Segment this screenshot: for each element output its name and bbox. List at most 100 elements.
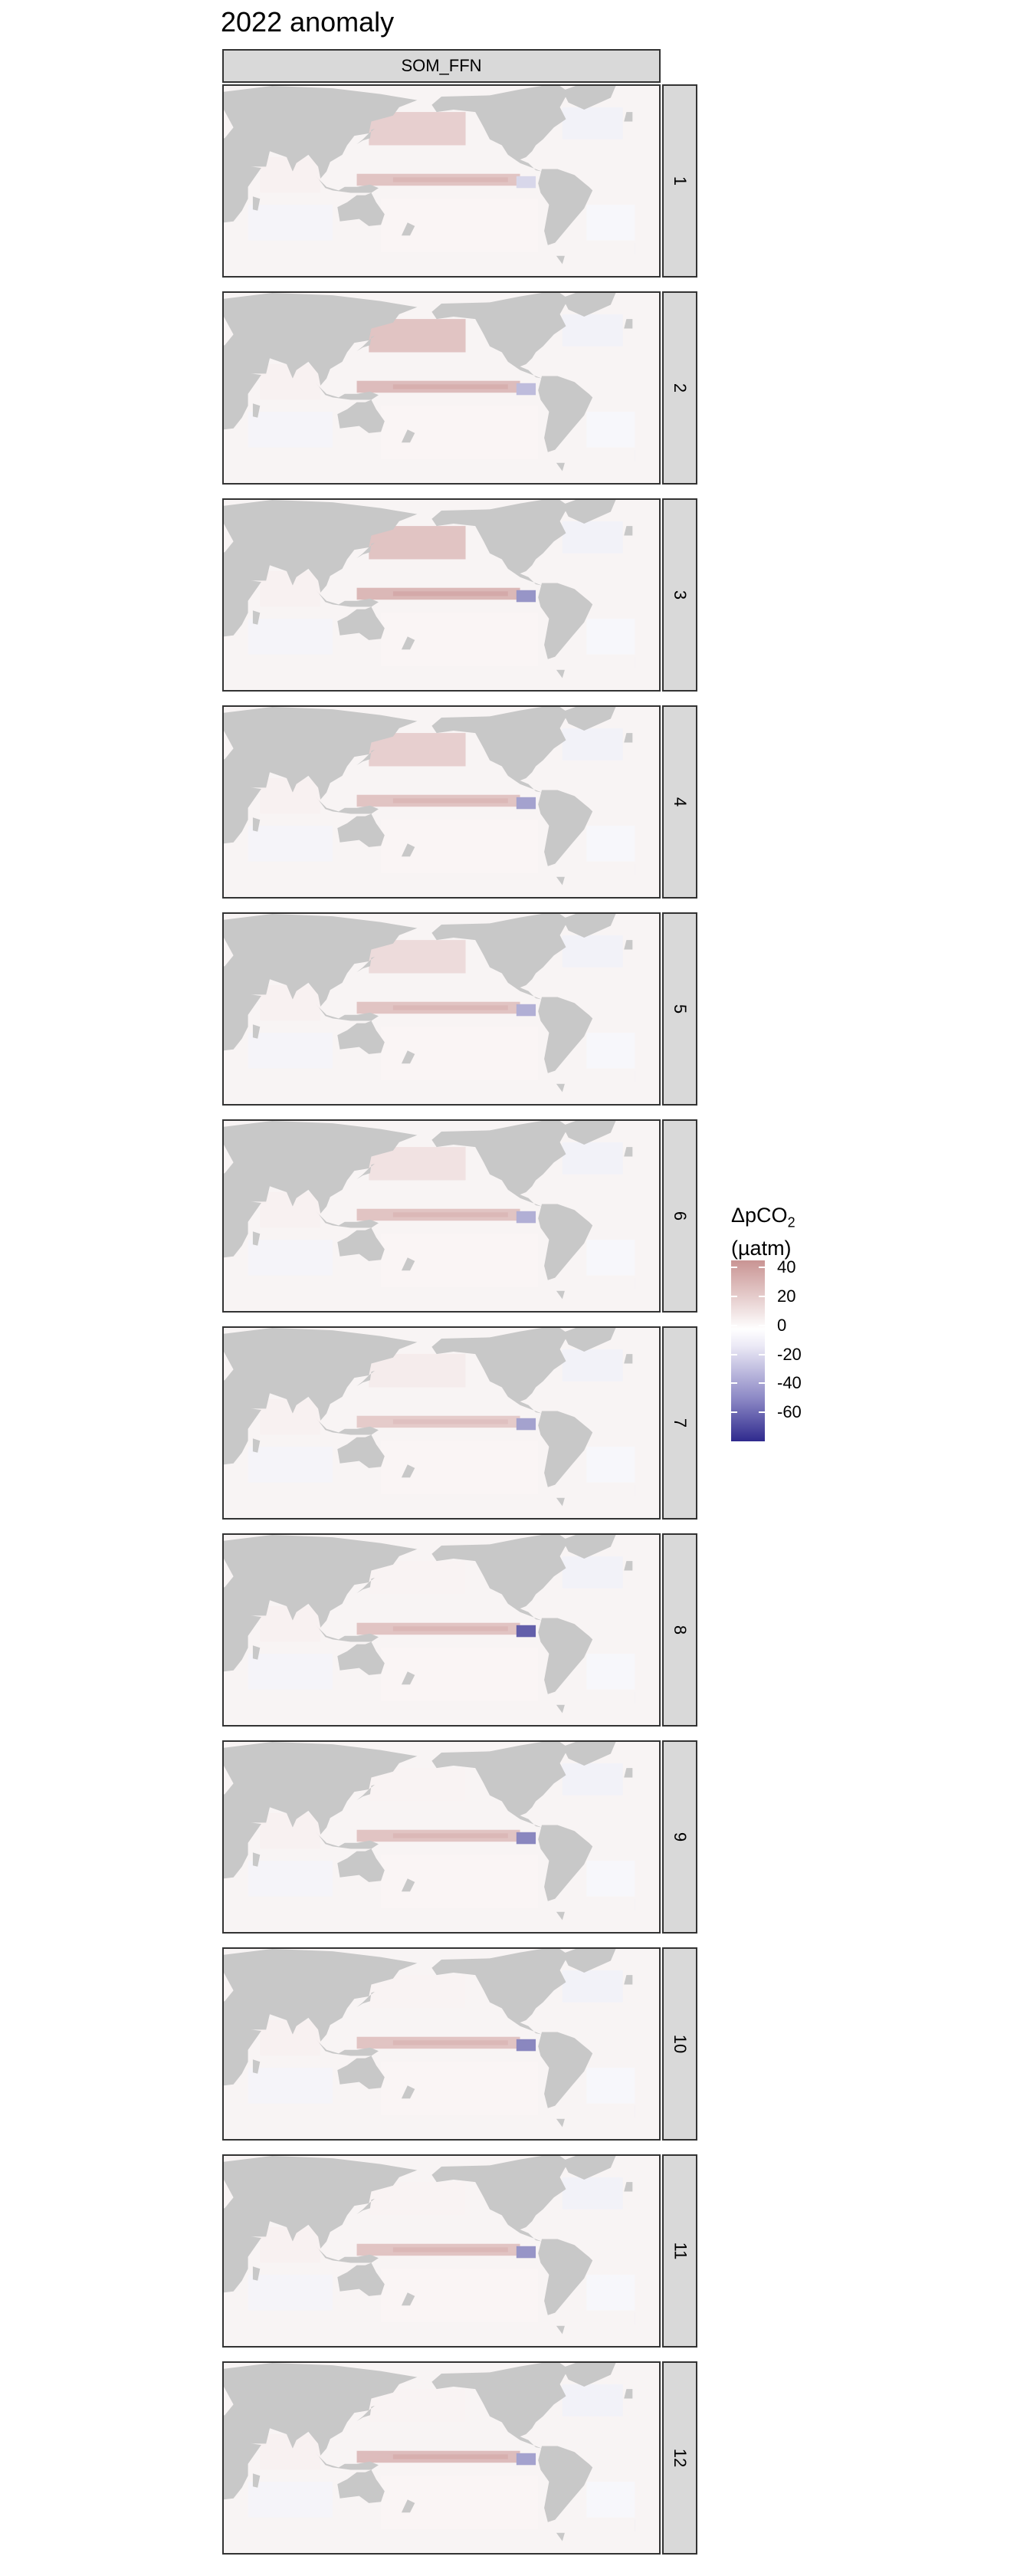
anomaly-map	[224, 1535, 659, 1725]
legend-tick-mark	[759, 1411, 765, 1414]
greenland-land	[562, 293, 616, 317]
legend-tick-mark	[731, 1353, 737, 1355]
map-panel-month-9	[222, 1740, 661, 1934]
antarctic-peninsula-land	[556, 1083, 565, 1092]
map-panel-month-2	[222, 291, 661, 485]
nz-land	[401, 2499, 415, 2513]
facet-strip-month-label: 9	[671, 1832, 690, 1842]
facet-strip-month-1: 1	[662, 84, 697, 278]
map-panel-month-8	[222, 1533, 661, 1727]
uk-land	[624, 112, 633, 122]
anomaly-eastern-pacific	[516, 2246, 536, 2259]
anomaly-eastern-pacific	[516, 1004, 536, 1017]
eurasia-land	[224, 500, 418, 593]
uk-land	[624, 319, 633, 329]
antarctic-peninsula-land	[556, 1290, 565, 1300]
australia-land	[337, 399, 385, 433]
eurasia-land	[224, 707, 418, 800]
legend-tick-mark	[731, 1411, 737, 1414]
nz-land	[401, 1671, 415, 1685]
africa-land	[224, 2001, 261, 2086]
madagascar-land	[252, 196, 261, 211]
anomaly-map	[224, 86, 659, 276]
facet-strip-month-2: 2	[662, 291, 697, 485]
anomaly-equatorial-pacific-core	[392, 2247, 508, 2252]
legend-tick-label: 0	[777, 1315, 787, 1335]
n-america-land	[431, 86, 569, 172]
s-america-land	[538, 790, 593, 866]
greenland-land	[562, 914, 616, 938]
anomaly-south-pacific	[381, 2062, 539, 2115]
legend-tick-mark	[759, 1267, 765, 1269]
africa-land	[224, 1587, 261, 1672]
africa-land	[224, 138, 261, 223]
africa-land	[224, 2208, 261, 2293]
nz-land	[401, 429, 415, 443]
anomaly-eastern-pacific	[516, 590, 536, 603]
s-america-land	[538, 2239, 593, 2315]
australia-land	[337, 1020, 385, 1054]
facet-strip-month-12: 12	[662, 2361, 697, 2555]
eurasia-land	[224, 1121, 418, 1214]
indonesia-land	[314, 2038, 379, 2056]
anomaly-north-atlantic	[562, 1970, 623, 2003]
eurasia-land	[224, 914, 418, 1007]
n-america-land	[431, 500, 569, 586]
anomaly-south-indian	[248, 205, 333, 241]
anomaly-equatorial-pacific-core	[392, 798, 508, 803]
africa-land	[224, 759, 261, 844]
africa-land	[224, 345, 261, 430]
s-america-land	[538, 2032, 593, 2108]
indonesia-land	[314, 796, 379, 814]
anomaly-south-atlantic	[586, 205, 635, 241]
anomaly-map	[224, 1121, 659, 1311]
australia-land	[337, 813, 385, 847]
anomaly-south-pacific	[381, 1234, 539, 1287]
africa-land	[224, 966, 261, 1051]
nz-land	[401, 2085, 415, 2099]
legend-title-unit: (µatm)	[731, 1237, 792, 1260]
nz-land	[401, 222, 415, 236]
eurasia-land	[224, 1742, 418, 1835]
anomaly-eastern-pacific	[516, 1832, 536, 1845]
legend-title-main: ΔpCO	[731, 1204, 788, 1227]
japan-land	[356, 128, 376, 144]
facet-strip-month-4: 4	[662, 705, 697, 899]
n-america-land	[431, 1328, 569, 1414]
anomaly-map	[224, 1328, 659, 1518]
africa-land	[224, 1794, 261, 1879]
anomaly-north-atlantic	[562, 728, 623, 761]
australia-land	[337, 1434, 385, 1468]
anomaly-north-atlantic	[562, 2384, 623, 2417]
facet-strip-month-5: 5	[662, 912, 697, 1106]
nz-land	[401, 1257, 415, 1271]
greenland-land	[562, 2156, 616, 2180]
antarctic-peninsula-land	[556, 255, 565, 264]
eurasia-land	[224, 1328, 418, 1421]
facet-strip-month-3: 3	[662, 498, 697, 692]
legend-tick-label: -20	[777, 1344, 802, 1364]
legend-tick-mark	[759, 1382, 765, 1385]
facet-strip-month-9: 9	[662, 1740, 697, 1934]
s-america-land	[538, 2446, 593, 2522]
s-america-land	[538, 169, 593, 245]
anomaly-south-atlantic	[586, 2482, 635, 2518]
nz-land	[401, 2292, 415, 2306]
legend-tick-mark	[731, 1324, 737, 1326]
madagascar-land	[252, 1438, 261, 1453]
indonesia-land	[314, 1210, 379, 1228]
greenland-land	[562, 1121, 616, 1145]
anomaly-map	[224, 2156, 659, 2346]
anomaly-south-atlantic	[586, 1447, 635, 1483]
facet-strip-model: SOM_FFN	[222, 49, 661, 83]
anomaly-north-atlantic	[562, 2177, 623, 2210]
indonesia-land	[314, 2452, 379, 2470]
legend-tick-mark	[731, 1296, 737, 1298]
anomaly-map	[224, 1949, 659, 2139]
anomaly-south-indian	[248, 2482, 333, 2518]
map-panel-month-5	[222, 912, 661, 1106]
anomaly-map	[224, 707, 659, 897]
anomaly-eastern-pacific	[516, 1211, 536, 1224]
africa-land	[224, 1173, 261, 1258]
s-america-land	[538, 997, 593, 1073]
